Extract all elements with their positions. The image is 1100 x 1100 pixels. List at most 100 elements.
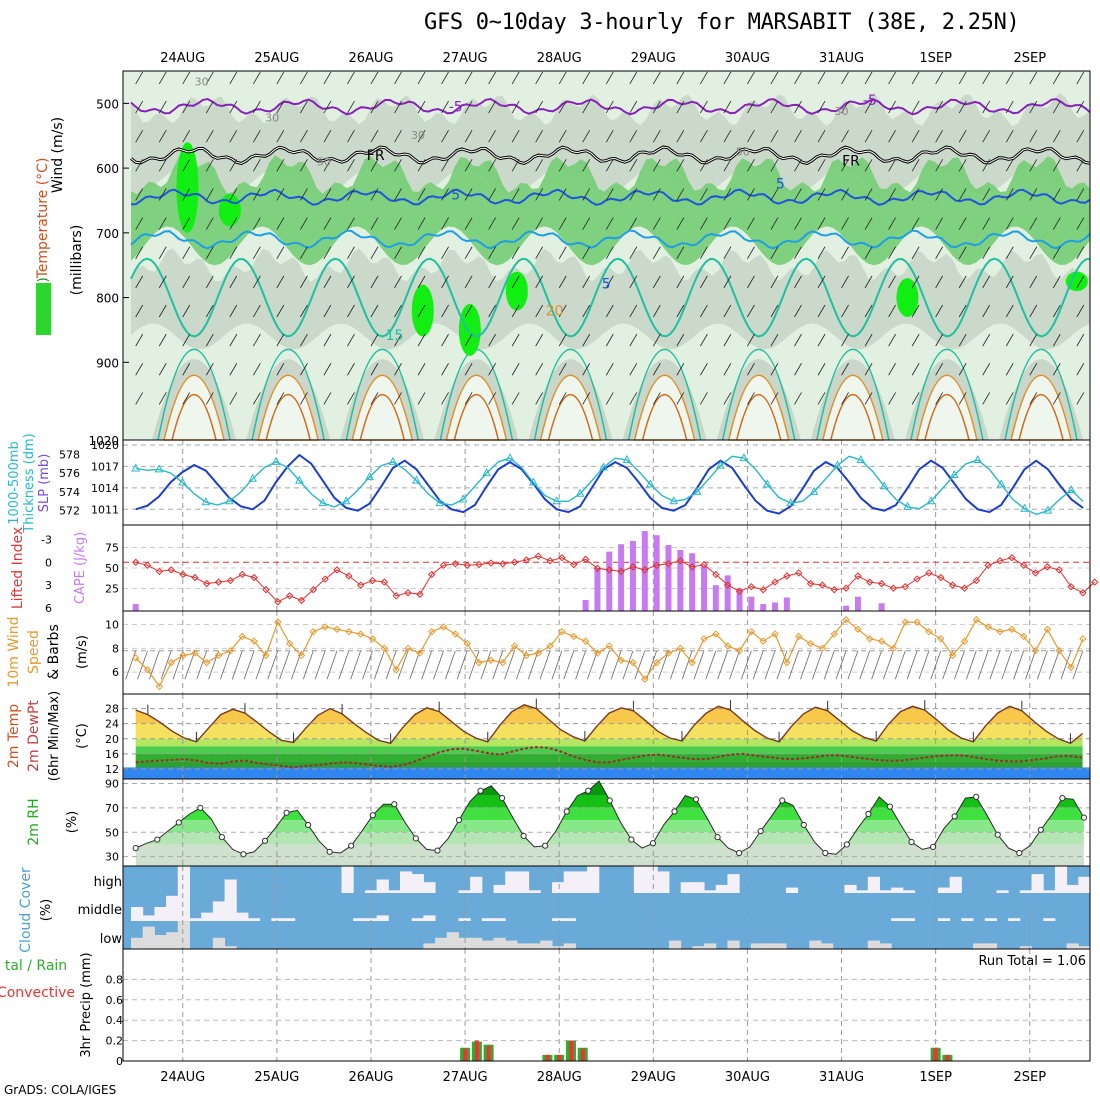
wind-barb bbox=[1029, 392, 1038, 405]
wind-barb bbox=[229, 246, 238, 259]
cape-bar bbox=[132, 604, 139, 611]
wind-barb bbox=[229, 159, 238, 172]
wind-barb bbox=[135, 363, 144, 376]
li-marker bbox=[866, 578, 874, 586]
cape-bar bbox=[760, 604, 767, 611]
wind-barb bbox=[888, 188, 896, 201]
cape-bar bbox=[653, 535, 660, 611]
cloud-low-fill bbox=[563, 943, 576, 949]
rh2m-marker bbox=[757, 827, 764, 835]
wind-barb bbox=[841, 275, 849, 289]
wind-barb bbox=[1029, 217, 1038, 230]
wind-barb bbox=[747, 333, 755, 347]
wind10m-barb bbox=[397, 650, 409, 680]
wind-barb bbox=[700, 333, 708, 347]
wind-barb bbox=[1052, 333, 1061, 347]
wind-barb bbox=[417, 363, 426, 376]
cloud-high-clear bbox=[1054, 866, 1068, 893]
wind-barb bbox=[558, 100, 567, 114]
cloud-low-fill bbox=[516, 943, 530, 949]
cloud-high-clear bbox=[1019, 890, 1033, 893]
wind10m-marker bbox=[274, 618, 282, 626]
slp-tick: 1014 bbox=[91, 482, 119, 495]
slp-tick: 1020 bbox=[91, 439, 119, 452]
wind-barb bbox=[347, 217, 355, 230]
li-marker bbox=[652, 561, 661, 570]
top-xtick: 27AUG bbox=[443, 51, 488, 66]
li-marker bbox=[451, 560, 460, 568]
bottom-xtick: 30AUG bbox=[725, 1070, 770, 1085]
wind10m-marker bbox=[499, 658, 507, 667]
wind-barb bbox=[605, 217, 614, 230]
wind10m-barb bbox=[977, 650, 989, 680]
wind-barb bbox=[252, 100, 261, 114]
rh2m-marker bbox=[1059, 794, 1066, 802]
cloud-middle-clear bbox=[247, 918, 261, 921]
wind-barb bbox=[394, 100, 402, 114]
cloud-middle-clear bbox=[1008, 918, 1021, 921]
li-marker bbox=[960, 584, 969, 592]
wind-barb bbox=[347, 304, 355, 318]
wind-barb bbox=[511, 392, 520, 405]
temp-25-lobe bbox=[1018, 393, 1064, 441]
thickness-marker bbox=[950, 469, 959, 478]
li-marker bbox=[1055, 566, 1063, 574]
wind-barb bbox=[582, 188, 591, 201]
wind-barb bbox=[511, 304, 520, 318]
wind-barb bbox=[158, 159, 167, 172]
wind-barb bbox=[370, 71, 379, 85]
wind-barb bbox=[958, 217, 967, 230]
wind-barb bbox=[229, 392, 238, 405]
wind-barb bbox=[1029, 100, 1038, 114]
temp-20-lobe bbox=[445, 374, 508, 441]
rh2m-marker bbox=[369, 812, 376, 819]
temp-15-lobe bbox=[345, 348, 420, 441]
slp-tick: 1017 bbox=[91, 460, 119, 473]
wind10m-marker bbox=[356, 630, 365, 638]
wind-barb bbox=[323, 363, 332, 376]
rh2m-tick: 70 bbox=[105, 802, 119, 815]
precip-tick: 0.8 bbox=[106, 973, 124, 986]
contour-label: 30 bbox=[835, 105, 849, 118]
cloud-low-fill bbox=[142, 926, 155, 949]
wind-barb bbox=[370, 275, 379, 289]
wind-barb bbox=[935, 100, 944, 114]
wind-barb bbox=[252, 71, 261, 85]
wind-barb bbox=[488, 333, 496, 347]
wind-barb bbox=[958, 71, 967, 85]
cloud-high-clear bbox=[680, 882, 693, 893]
wind-barb bbox=[488, 159, 496, 172]
xsec-ytick: 800 bbox=[96, 292, 119, 306]
wind10m-marker bbox=[830, 630, 838, 638]
wind-barb bbox=[1076, 363, 1085, 376]
wind-barb bbox=[841, 100, 849, 114]
precip-convective-bar bbox=[580, 1048, 585, 1061]
wind-barb bbox=[182, 363, 191, 376]
rh2m-marker bbox=[585, 787, 592, 794]
wind-barb bbox=[770, 333, 779, 347]
wind10m-marker bbox=[1031, 647, 1040, 655]
wind-barb bbox=[417, 333, 426, 347]
wind-barb bbox=[276, 130, 285, 143]
wind-barb bbox=[252, 363, 261, 376]
wind10m-barb bbox=[243, 650, 255, 680]
wind-barb bbox=[1076, 130, 1085, 143]
wind-barb bbox=[370, 188, 379, 201]
wind-barb bbox=[888, 100, 896, 114]
wind-barb bbox=[488, 100, 496, 114]
cloud-middle-clear bbox=[224, 893, 237, 921]
wind-barb bbox=[488, 188, 496, 201]
wind-barb bbox=[488, 275, 496, 289]
wind-barb bbox=[1005, 246, 1014, 259]
wind-barb bbox=[394, 246, 402, 259]
thickness-marker bbox=[739, 453, 749, 462]
wind-barb bbox=[1029, 71, 1038, 85]
temp-band bbox=[135, 746, 1083, 754]
li-marker bbox=[558, 554, 566, 562]
thickness-marker bbox=[201, 497, 211, 506]
wind-barb bbox=[158, 130, 167, 143]
cloud-low-fill bbox=[973, 943, 986, 949]
rh2m-marker bbox=[994, 831, 1001, 838]
wind-barb bbox=[1052, 188, 1061, 201]
cloud-high-clear bbox=[177, 866, 190, 893]
